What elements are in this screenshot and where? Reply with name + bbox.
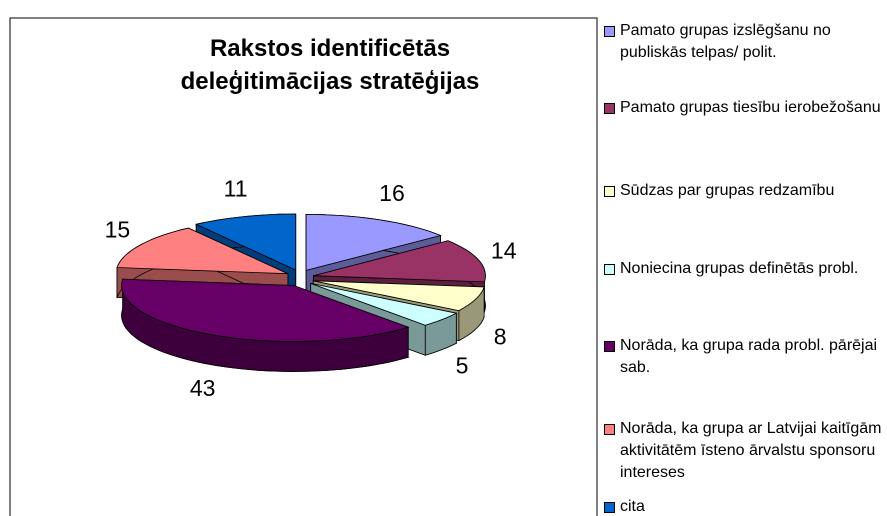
- legend-item: Norāda, ka grupa ar Latvijai kaitīgām ak…: [604, 418, 884, 484]
- legend-label: Pamato grupas izslēgšanu no publiskās te…: [620, 22, 831, 61]
- slice-top: [194, 213, 297, 271]
- legend-label: Noniecina grupas definētās probl.: [620, 260, 859, 277]
- data-label: 15: [105, 216, 131, 242]
- legend-item: Pamato grupas izslēgšanu no publiskās te…: [604, 20, 884, 64]
- data-label: 11: [224, 175, 248, 201]
- legend-swatch: [604, 186, 615, 197]
- slice-top: [305, 213, 442, 271]
- legend-item: cita: [604, 496, 884, 516]
- data-label: 8: [494, 323, 507, 349]
- legend-swatch: [604, 103, 615, 114]
- pie-slice: [121, 278, 410, 372]
- data-label: 16: [379, 180, 405, 206]
- legend-swatch: [604, 26, 615, 37]
- legend-item: Norāda, ka grupa rada probl. pārējai sab…: [604, 335, 884, 379]
- slice-top: [313, 280, 485, 312]
- slice-top: [313, 240, 486, 283]
- slice-top: [116, 227, 289, 275]
- legend-item: Pamato grupas tiesību ierobežošanu: [604, 97, 884, 119]
- legend-swatch: [604, 264, 615, 275]
- chart-title: Rakstos identificētās deleģitimācijas st…: [180, 35, 480, 95]
- legend-swatch: [604, 424, 615, 435]
- legend-item: Noniecina grupas definētās probl.: [604, 258, 884, 280]
- data-label: 43: [190, 375, 216, 401]
- slice-top: [121, 278, 410, 342]
- legend-label: Pamato grupas tiesību ierobežošanu: [620, 99, 881, 116]
- legend-label: Sūdzas par grupas redzamību: [620, 182, 835, 199]
- data-label: 14: [491, 238, 517, 264]
- slice-top: [310, 283, 458, 326]
- legend-swatch: [604, 341, 615, 352]
- legend-item: Sūdzas par grupas redzamību: [604, 180, 884, 202]
- data-label: 5: [456, 352, 469, 378]
- legend-swatch: [604, 502, 615, 513]
- legend-label: Norāda, ka grupa ar Latvijai kaitīgām ak…: [620, 420, 882, 481]
- legend-label: Norāda, ka grupa rada probl. pārējai sab…: [620, 337, 878, 376]
- legend-label: cita: [620, 498, 645, 515]
